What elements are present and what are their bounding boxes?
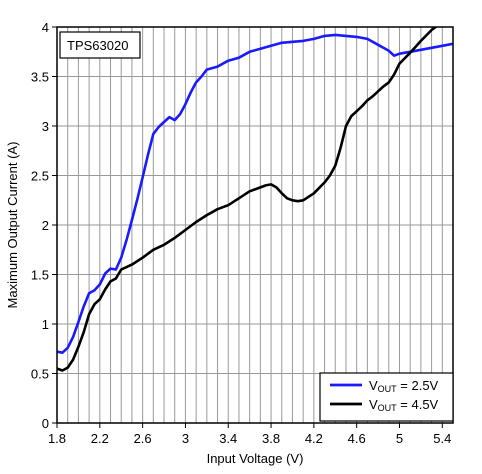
x-tick-label: 1.8: [48, 431, 66, 446]
y-tick-label: 2.5: [31, 169, 49, 184]
y-tick-label: 0: [42, 416, 49, 431]
grid: [57, 27, 453, 423]
ticks: [52, 26, 443, 428]
y-axis-label: Maximum Output Current (A): [5, 142, 20, 309]
legend-label: VOUT = 4.5V: [369, 397, 439, 413]
x-tick-label: 3.4: [219, 431, 237, 446]
x-tick-label: 4.2: [305, 431, 323, 446]
y-tick-label: 1: [42, 317, 49, 332]
x-tick-label: 3.8: [262, 431, 280, 446]
y-tick-label: 0.5: [31, 367, 49, 382]
series-lines: [57, 27, 453, 372]
x-tick-label: 3: [182, 431, 189, 446]
y-tick-label: 3: [42, 119, 49, 134]
tick-labels: 1.8 2.2 2.6 3 3.4 3.8 4.2 4.6 5 5.4 0 0.5 1 1.5 2 2.5 3 3…: [31, 20, 451, 446]
series-line-vout-4-5v: [57, 27, 438, 372]
x-tick-label: 2.6: [134, 431, 152, 446]
x-tick-label: 4.6: [348, 431, 366, 446]
x-tick-label: 5.4: [433, 431, 451, 446]
y-tick-label: 3.5: [31, 70, 49, 85]
y-tick-label: 1.5: [31, 268, 49, 283]
legend: VOUT = 2.5V VOUT = 4.5V: [319, 372, 454, 422]
series-line-vout-2-5v: [57, 33, 453, 355]
legend-label: VOUT = 2.5V: [369, 378, 439, 394]
annotation-box: TPS63020: [59, 31, 141, 59]
chart-annotation: TPS63020: [67, 38, 128, 53]
x-tick-label: 5: [396, 431, 403, 446]
x-tick-label: 2.2: [91, 431, 109, 446]
y-tick-label: 4: [42, 20, 49, 35]
x-axis-label: Input Voltage (V): [207, 451, 304, 466]
y-tick-label: 2: [42, 218, 49, 233]
